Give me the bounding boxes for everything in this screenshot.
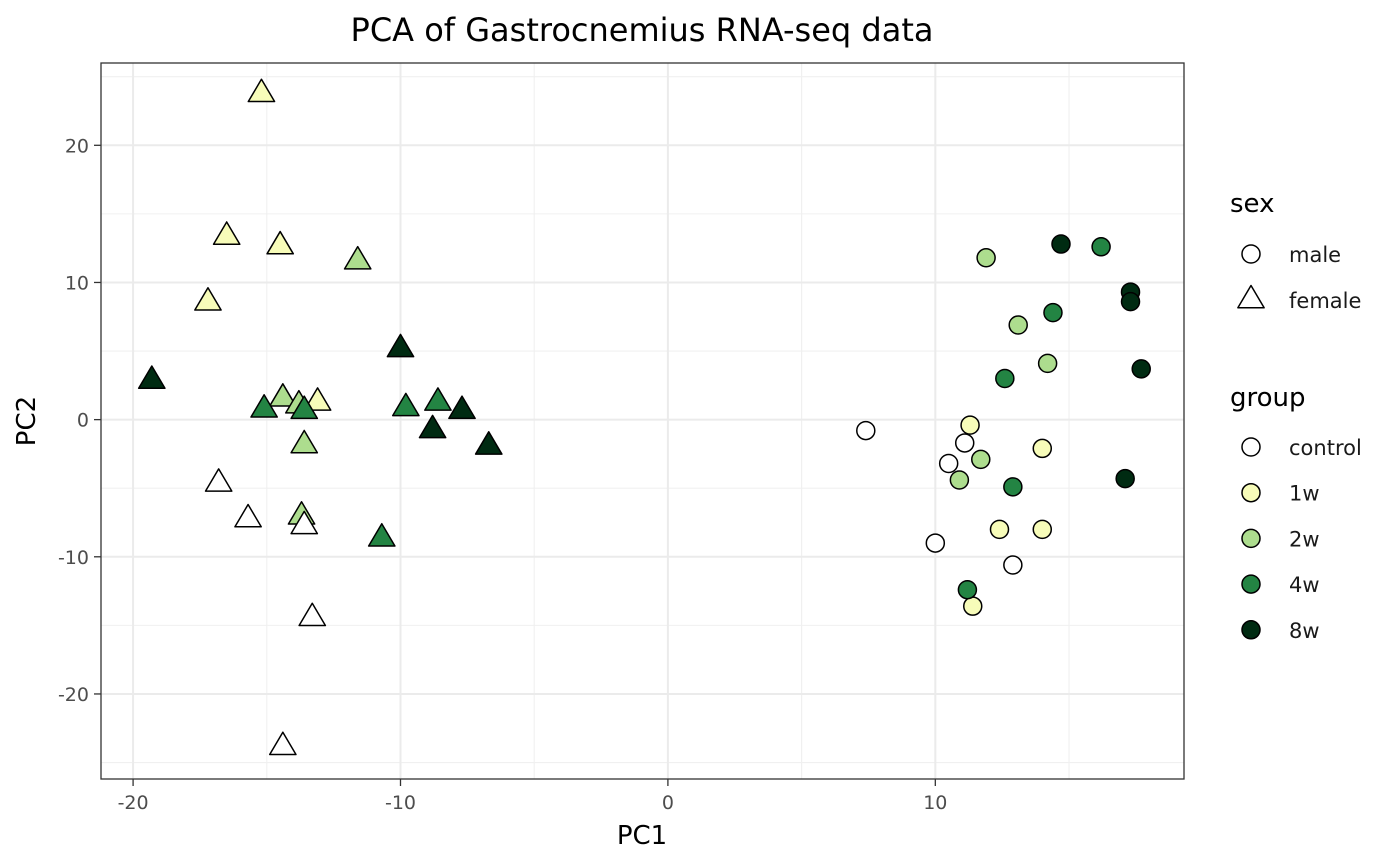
data-point-triangle-4w: [424, 387, 452, 411]
legend-label-control: control: [1289, 436, 1362, 460]
data-point-circle-8w: [1115, 468, 1135, 489]
data-point-circle-1w: [1032, 519, 1053, 540]
data-point-circle-2w: [971, 449, 991, 470]
data-point-triangle-8w: [474, 431, 503, 455]
data-point-triangle-2w: [343, 245, 372, 270]
y-tick-label: 10: [65, 272, 89, 294]
legend-key-8w: [1241, 620, 1261, 640]
data-point-triangle-8w: [386, 333, 415, 358]
data-point-triangle-4w: [250, 394, 278, 418]
legend-title-sex: sex: [1230, 189, 1274, 219]
data-point-circle-control: [1003, 555, 1023, 575]
data-point-circle-control: [954, 433, 975, 453]
data-point-triangle-control: [290, 510, 319, 535]
data-point-circle-2w: [976, 248, 996, 268]
x-axis-title: PC1: [617, 821, 667, 851]
plot-panel: -20 -10 0 10 -20 -10 0 10 20: [58, 62, 1185, 814]
legend-key-1w: [1241, 482, 1261, 503]
data-point-circle-8w: [1131, 359, 1151, 379]
data-point-triangle-control: [234, 503, 262, 528]
data-point-circle-1w: [1032, 438, 1053, 459]
data-point-circle-4w: [1003, 477, 1023, 497]
data-point-circle-8w: [1051, 234, 1071, 254]
legend-key-2w: [1241, 528, 1261, 549]
data-point-triangle-4w: [290, 395, 319, 420]
data-point-circle-2w: [1008, 315, 1028, 335]
plot-border: [100, 62, 1185, 780]
data-point-circle-4w: [1043, 302, 1063, 323]
legend-title-group: group: [1230, 383, 1306, 413]
data-point-triangle-8w: [137, 365, 166, 389]
y-axis-title: PC2: [12, 396, 42, 446]
data-point-triangle-4w: [367, 522, 396, 547]
data-point-circle-control: [938, 453, 959, 474]
legend-label-male: male: [1289, 243, 1341, 267]
legend-label-2w: 2w: [1289, 527, 1320, 551]
data-point-triangle-control: [268, 731, 297, 756]
legend-label-female: female: [1289, 289, 1361, 313]
data-point-triangle-8w: [418, 414, 447, 439]
data-point-circle-control: [925, 533, 946, 553]
data-point-triangle-control: [204, 468, 233, 492]
data-point-circle-1w: [960, 415, 980, 435]
legend-key-female: [1237, 284, 1265, 309]
data-point-circle-1w: [989, 519, 1010, 540]
legend-label-4w: 4w: [1289, 573, 1320, 597]
legend-label-1w: 1w: [1289, 482, 1320, 506]
chart-title: PCA of Gastrocnemius RNA-seq data: [351, 11, 934, 49]
x-tick-label: -10: [385, 792, 416, 814]
data-point-triangle-1w: [194, 287, 222, 311]
data-point-circle-4w: [1091, 237, 1111, 257]
data-point-triangle-1w: [212, 221, 241, 245]
data-point-triangle-8w: [448, 395, 476, 420]
x-tick-label: 10: [923, 792, 947, 814]
data-point-triangle-control: [298, 602, 327, 627]
data-point-triangle-1w: [303, 387, 332, 411]
legend-key-male: [1241, 244, 1261, 264]
data-point-triangle-1w: [266, 230, 295, 255]
y-tick-label: 20: [65, 135, 89, 157]
data-point-circle-4w: [957, 579, 978, 600]
legend-label-8w: 8w: [1289, 619, 1320, 643]
x-tick-label: 0: [662, 792, 674, 814]
data-point-triangle-2w: [290, 429, 319, 454]
data-point-circle-2w: [949, 470, 970, 490]
data-point-circle-8w: [1120, 291, 1141, 312]
legend-key-4w: [1241, 574, 1261, 594]
y-tick-label: -20: [58, 684, 89, 706]
data-point-circle-2w: [1037, 353, 1058, 374]
data-point-circle-1w: [962, 596, 983, 616]
data-point-circle-4w: [995, 368, 1015, 389]
legend-key-control: [1241, 437, 1261, 457]
data-point-triangle-1w: [247, 78, 276, 103]
x-tick-label: -20: [118, 792, 149, 814]
y-tick-label: 0: [77, 410, 89, 432]
data-point-circle-control: [856, 420, 876, 441]
data-point-triangle-2w: [268, 383, 297, 407]
data-point-triangle-4w: [391, 392, 420, 417]
y-tick-label: -10: [58, 547, 89, 569]
